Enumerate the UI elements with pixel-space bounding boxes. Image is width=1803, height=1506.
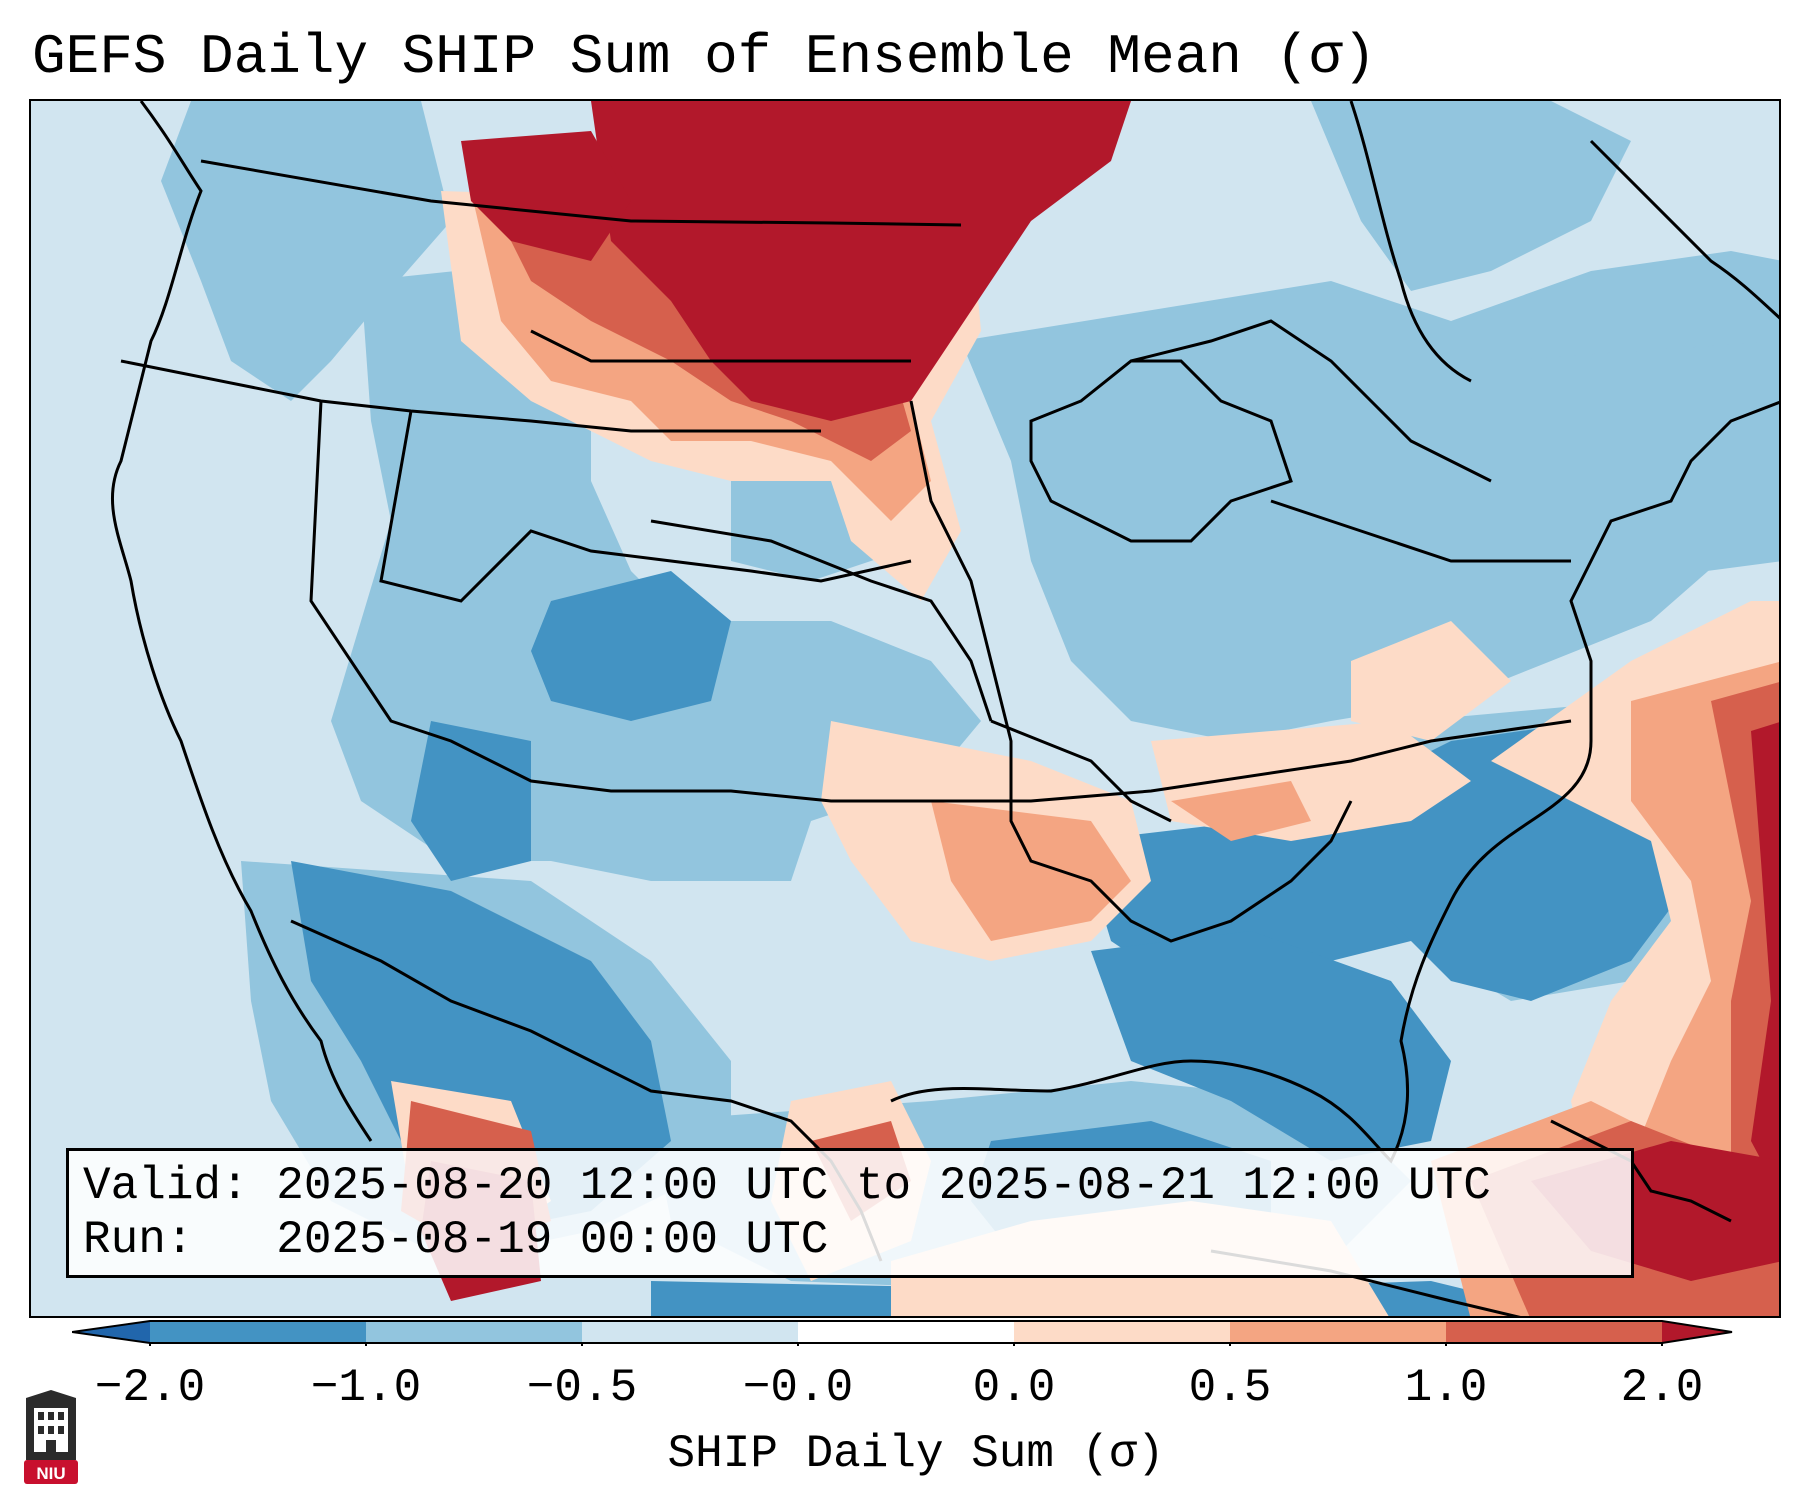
valid-label: Valid: — [83, 1160, 249, 1212]
boundary-northern-plains — [530, 329, 911, 363]
st-lawrence-shoreline — [1589, 139, 1779, 320]
colorbar-segment-4 — [798, 1321, 1014, 1343]
colorbar-tick-label: 2.0 — [1620, 1362, 1704, 1414]
colorbar-tick-label: −2.0 — [94, 1362, 206, 1414]
valid-value: 2025-08-20 12:00 UTC to 2025-08-21 12:00… — [276, 1160, 1491, 1212]
colorbar-tick-label: −0.0 — [742, 1362, 854, 1414]
map-title: GEFS Daily SHIP Sum of Ensemble Mean (σ) — [32, 25, 1377, 89]
colorbar-extend-low — [72, 1321, 150, 1343]
valid-time-line: Valid: 2025-08-20 12:00 UTC to 2025-08-2… — [83, 1159, 1617, 1213]
colorbar-segment-7 — [1446, 1321, 1662, 1343]
us-canada-border — [200, 159, 962, 227]
northeast-coastline — [1569, 400, 1779, 741]
run-label: Run: — [83, 1214, 194, 1266]
colorbar-tick-label: 1.0 — [1404, 1362, 1488, 1414]
info-box: Valid: 2025-08-20 12:00 UTC to 2025-08-2… — [66, 1148, 1634, 1278]
caribbean-islands — [1550, 1119, 1732, 1223]
run-time-line: Run: 2025-08-19 00:00 UTC — [83, 1213, 1617, 1267]
boundary-mountain-states — [379, 410, 912, 603]
boundary-mississippi-valley — [909, 400, 1353, 943]
colorbar-segment-1 — [150, 1321, 366, 1343]
great-lakes-shoreline — [1130, 319, 1492, 483]
colorbar-ticks — [149, 1343, 1663, 1346]
colorbar-tick-label: −1.0 — [310, 1362, 422, 1414]
lake-michigan-outline — [1029, 359, 1293, 543]
pacific-coastline — [110, 101, 373, 1142]
anomaly-map — [31, 101, 1779, 1316]
boundary-plains-east — [650, 519, 993, 722]
colorbar-tick-label: −0.5 — [526, 1362, 638, 1414]
colorbar-label: SHIP Daily Sum (σ) — [667, 1428, 1165, 1480]
run-value: 2025-08-19 00:00 UTC — [276, 1214, 829, 1266]
boundary-ohio-valley — [1270, 499, 1571, 563]
map-panel[interactable] — [29, 99, 1781, 1318]
colorbar-segment-5 — [1014, 1321, 1230, 1343]
boundary-central-band — [309, 400, 1572, 803]
colorbar-segment-6 — [1230, 1321, 1446, 1343]
boundary-arkansas — [990, 719, 1172, 823]
colorbar-extend-high — [1662, 1321, 1732, 1343]
colorbar — [72, 1320, 1733, 1346]
colorbar-tick-label: 0.5 — [1188, 1362, 1272, 1414]
canada-interior-border — [1349, 101, 1472, 383]
colorbar-segment-2 — [366, 1321, 582, 1343]
colorbar-tick-label: 0.0 — [972, 1362, 1056, 1414]
colorbar-segment-3 — [582, 1321, 798, 1343]
svg-text:NIU: NIU — [36, 1464, 65, 1483]
niu-logo-icon: NIU — [24, 1390, 78, 1484]
